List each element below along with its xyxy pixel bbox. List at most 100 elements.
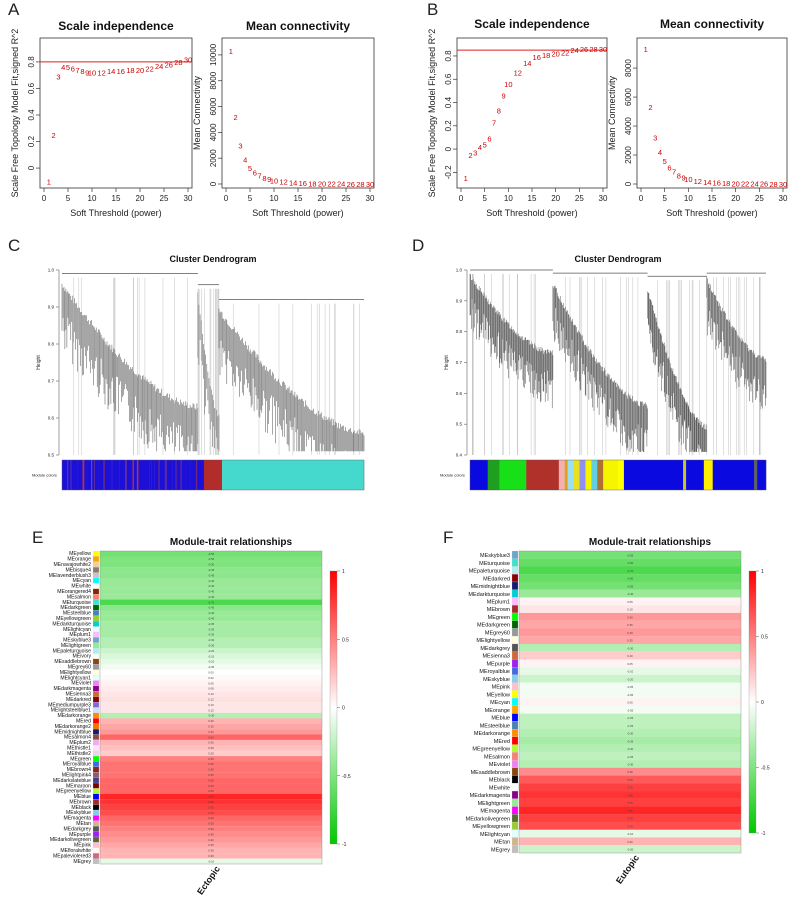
d-ytick-label: 1.0: [456, 268, 463, 273]
a-mean-point-label: 12: [279, 178, 287, 187]
e-cell-text: 0.08: [208, 687, 214, 691]
f-module-swatch: [511, 845, 519, 854]
e-heat-cell: [100, 658, 322, 665]
e-cell-text: -0.50: [208, 557, 215, 561]
f-heat-cell: [519, 775, 741, 784]
e-module-swatch: [92, 804, 100, 811]
f-module-label: MEmidnightblue: [471, 584, 510, 590]
b-scale-point-label: 28: [589, 45, 597, 54]
e-module-swatch: [92, 696, 100, 703]
f-heat-cell: [519, 574, 741, 583]
a-scale-point-label: 2: [52, 131, 56, 140]
d-module-color-block: [686, 460, 705, 490]
e-cell-text: -0.40: [208, 590, 215, 594]
f-cell-text: -0.35: [627, 739, 634, 743]
e-module-label: MEyellow: [69, 551, 91, 557]
a-mean-point-label: 9: [267, 175, 271, 184]
d-module-color-block: [499, 460, 527, 490]
e-module-label: MElightpink4: [62, 772, 91, 778]
f-cell-text: -0.55: [627, 584, 634, 588]
e-cell-text: -0.50: [208, 563, 215, 567]
e-module-label: MEorange: [67, 557, 91, 563]
e-module-swatch: [92, 728, 100, 735]
c-ytick-label: 0.9: [48, 305, 55, 310]
c-ylabel: Height: [36, 355, 42, 370]
d-leaf-lines: [552, 285, 648, 452]
e-module-label: MEplum1: [69, 632, 91, 638]
f-module-swatch: [511, 636, 519, 645]
f-cell-text: -0.20: [627, 848, 634, 852]
c-module-color-block: [183, 460, 191, 490]
f-module-label: MEmagenta: [480, 809, 511, 815]
c-module-color-block: [154, 460, 159, 490]
f-module-label: MEbrown: [487, 607, 510, 613]
e-heat-cell: [100, 766, 322, 773]
b-mean-point-label: 7: [672, 168, 676, 177]
b-mean-ytick-label: 6000: [624, 88, 633, 106]
e-module-swatch: [92, 658, 100, 665]
b-mean-point-label: 5: [663, 157, 667, 166]
e-module-label: MEdarkred: [66, 697, 91, 703]
b-scale-point-label: 18: [542, 51, 550, 60]
b-scale-point-label: 20: [551, 50, 559, 59]
f-cell-text: 0.70: [627, 824, 633, 828]
c-module-color-block: [77, 460, 83, 490]
e-module-label: MEpurple: [69, 832, 91, 838]
e-cell-text: 0.30: [208, 741, 214, 745]
b-mean-point-label: 10: [684, 175, 692, 184]
e-module-swatch: [92, 723, 100, 730]
e-heat-cell: [100, 556, 322, 562]
b-scale-point-label: 5: [483, 140, 487, 149]
f-heat-frame: [518, 550, 742, 854]
a-mean-frame: [221, 37, 375, 189]
e-cell-text: -0.45: [208, 568, 215, 572]
a-scale-point-label: 24: [155, 62, 163, 71]
e-heat-cell: [100, 712, 322, 719]
e-xlabel: Ectopic: [195, 864, 222, 896]
e-module-swatch: [92, 550, 100, 557]
f-cell-text: -0.55: [627, 553, 634, 557]
c-module-color-block: [125, 460, 127, 490]
a-mean-point-label: 5: [248, 164, 252, 173]
e-heat-cell: [100, 788, 322, 794]
c-module-color-block: [172, 460, 176, 490]
f-module-swatch: [511, 690, 519, 699]
f-module-label: MEgrey60: [485, 630, 510, 636]
e-module-swatch: [92, 793, 100, 800]
e-module-swatch: [92, 615, 100, 622]
e-heat-cell: [100, 842, 322, 848]
f-cell-text: 0.75: [627, 801, 633, 805]
e-module-swatch: [92, 680, 100, 687]
e-heat-cell: [100, 831, 322, 838]
e-module-swatch: [92, 831, 100, 838]
a-mean-point-label: 7: [258, 172, 262, 181]
e-cell-text: -0.15: [208, 654, 215, 658]
e-heat-cell: [100, 761, 322, 767]
d-drop-lines: [657, 280, 707, 455]
b-scale-ylabel: Scale Free Topology Model Fit,signed R^2: [427, 29, 437, 198]
e-module-swatch: [92, 664, 100, 670]
b-mean-point-label: 18: [722, 179, 730, 188]
f-legend-label: -0.5: [761, 766, 770, 772]
e-module-label: MEivory: [73, 654, 92, 660]
a-scale-ylabel: Scale Free Topology Model Fit,signed R^2: [10, 29, 20, 198]
e-module-label: MEgrey: [73, 859, 91, 865]
f-cell-text: 0.75: [627, 786, 633, 790]
a-mean-point-label: 8: [262, 174, 266, 183]
f-module-label: MElightgreen: [478, 801, 510, 807]
panel-letter-c: C: [8, 236, 21, 255]
e-module-swatch: [92, 847, 100, 854]
f-legend-label: 1: [761, 569, 764, 575]
d-drop-lines: [565, 277, 639, 455]
c-module-color-block: [151, 460, 155, 490]
d-leaf-lines: [469, 274, 554, 409]
e-heat-cell: [100, 691, 322, 697]
e-module-swatch: [92, 577, 100, 584]
a-scale-xtick-label: 20: [136, 194, 145, 203]
f-module-swatch: [511, 612, 519, 621]
a-mean-point-label: 26: [347, 180, 355, 189]
e-module-label: MEbrown: [69, 799, 91, 805]
f-module-label: MEcyan: [490, 700, 510, 706]
f-module-swatch: [511, 674, 519, 683]
e-cell-text: -0.40: [208, 595, 215, 599]
